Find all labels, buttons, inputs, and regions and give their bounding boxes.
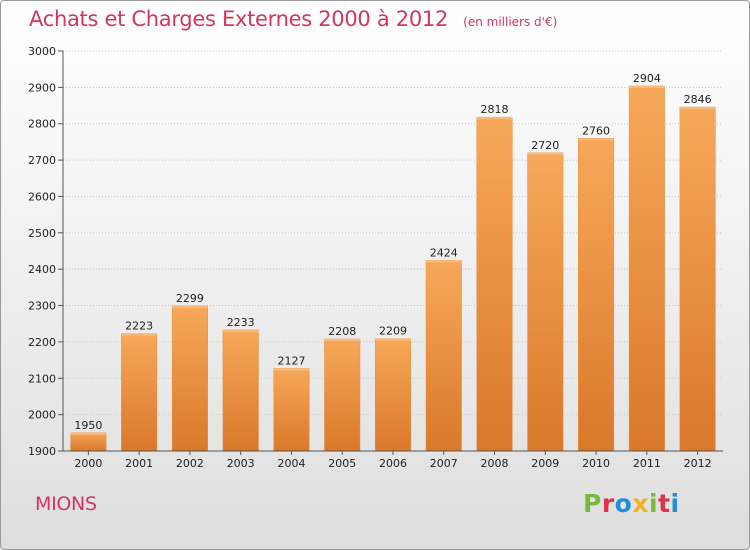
data-label-2007: 2424 xyxy=(430,246,458,259)
data-label-2006: 2209 xyxy=(379,325,407,338)
data-label-2002: 2299 xyxy=(176,292,204,305)
logo-letter: i xyxy=(670,489,680,518)
x-tick-label: 2006 xyxy=(379,457,407,470)
data-label-2001: 2223 xyxy=(125,320,153,333)
proxiti-logo: Proxiti xyxy=(583,489,680,518)
x-tick-label: 2008 xyxy=(481,457,509,470)
chart-title-block: Achats et Charges Externes 2000 à 2012 (… xyxy=(29,7,557,31)
logo-letter: i xyxy=(649,489,659,518)
logo-letter: P xyxy=(583,489,602,518)
bar-top-highlight xyxy=(172,305,208,308)
y-tick-label: 2700 xyxy=(28,154,56,167)
bar-2008 xyxy=(476,116,513,452)
x-tick-label: 2009 xyxy=(531,457,559,470)
bar-top-highlight xyxy=(273,368,310,371)
bar-2006 xyxy=(374,338,412,452)
x-tick-label: 2001 xyxy=(125,457,153,470)
logo-letter: o xyxy=(614,489,633,518)
logo-letter: r xyxy=(601,489,615,518)
bar-top-highlight xyxy=(426,260,462,263)
data-label-2012: 2846 xyxy=(684,93,712,106)
x-tick-label: 2000 xyxy=(74,457,102,470)
bar-2012 xyxy=(679,106,716,452)
logo-letter: x xyxy=(632,489,649,518)
bar-top-highlight xyxy=(527,152,564,155)
data-label-2010: 2760 xyxy=(582,124,610,137)
x-tick-label: 2010 xyxy=(582,457,610,470)
bar-top-highlight xyxy=(679,107,716,109)
y-tick-label: 2500 xyxy=(28,227,56,240)
data-label-2008: 2818 xyxy=(481,103,509,116)
x-tick-label: 2003 xyxy=(227,457,255,470)
y-tick-label: 1900 xyxy=(28,445,56,458)
bars xyxy=(70,85,716,452)
bar-2009 xyxy=(527,152,564,452)
y-tick-label: 2000 xyxy=(28,409,56,422)
x-tick-label: 2012 xyxy=(684,457,712,470)
y-tick-label: 3000 xyxy=(28,45,56,58)
labels: 1900 2000 2100 2200 2300 2400 2500 2600 2700 2800… xyxy=(28,45,712,470)
y-tick-label: 2800 xyxy=(28,118,56,131)
x-tick-label: 2007 xyxy=(430,457,458,470)
y-tick-label: 2200 xyxy=(28,336,56,349)
y-tick-label: 2400 xyxy=(28,263,56,276)
axes xyxy=(58,50,723,455)
bar-2011 xyxy=(628,85,665,452)
bar-top-highlight xyxy=(578,138,614,141)
bar-2010 xyxy=(578,138,615,452)
x-tick-label: 2005 xyxy=(328,457,356,470)
data-label-2004: 2127 xyxy=(277,354,305,367)
x-tick-label: 2002 xyxy=(176,457,204,470)
data-label-2011: 2904 xyxy=(633,72,661,85)
y-tick-label: 2300 xyxy=(28,300,56,313)
bar-top-highlight xyxy=(629,85,665,88)
commune-name: MIONS xyxy=(35,493,97,515)
data-label-2003: 2233 xyxy=(227,316,255,329)
bar-2002 xyxy=(171,305,208,452)
y-tick-label: 2600 xyxy=(28,190,56,203)
y-tick-label: 2100 xyxy=(28,372,56,385)
data-label-2009: 2720 xyxy=(531,139,559,152)
x-tick-label: 2004 xyxy=(277,457,305,470)
chart-title: Achats et Charges Externes 2000 à 2012 xyxy=(29,7,449,31)
bar-2003 xyxy=(222,329,259,452)
data-label-2005: 2208 xyxy=(328,325,356,338)
bar-top-highlight xyxy=(70,432,107,435)
y-tick-label: 2900 xyxy=(28,81,56,94)
bar-top-highlight xyxy=(121,333,157,336)
bar-2007 xyxy=(425,260,462,452)
bar-2000 xyxy=(70,432,107,452)
bar-2004 xyxy=(273,368,310,452)
data-label-2000: 1950 xyxy=(74,419,102,432)
bar-top-highlight xyxy=(375,338,411,341)
logo-letter: t xyxy=(658,489,671,518)
bar-2005 xyxy=(324,338,361,452)
chart-unit: (en milliers d'€) xyxy=(463,15,558,29)
bar-2001 xyxy=(121,333,158,452)
bar-top-highlight xyxy=(222,329,259,332)
bar-top-highlight xyxy=(476,117,513,120)
bar-top-highlight xyxy=(324,339,360,341)
x-tick-label: 2011 xyxy=(633,457,661,470)
